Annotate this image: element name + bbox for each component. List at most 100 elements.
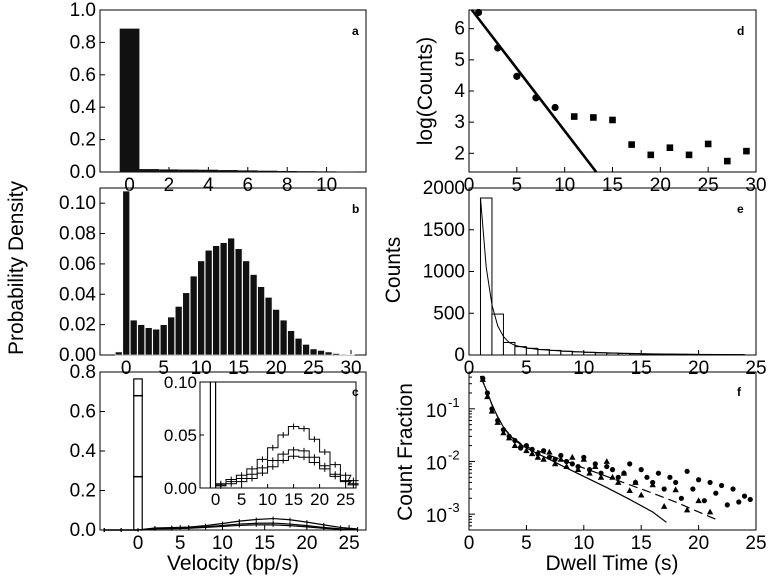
panel-b-bar [332, 353, 340, 356]
panel-b-x-tick-label: 25 [303, 358, 324, 379]
panel-a-y-tick-label: 0.8 [70, 32, 96, 53]
panel-b-y-tick-label: 0.10 [59, 193, 96, 214]
panel-f-circle-point [627, 461, 633, 467]
panel-c-x-tick-label: 25 [339, 533, 360, 554]
panel-e-x-tick-label: 15 [631, 358, 652, 379]
panel-f-circle-point [552, 456, 558, 462]
panel-f-circle-point [569, 461, 575, 467]
panel-f-fit-solid [479, 375, 667, 523]
panel-f-circle-point [541, 448, 547, 454]
panel-b-bar [152, 328, 160, 356]
panel-f-triangle-point [597, 473, 605, 480]
panel-d-x-tick-label: 30 [745, 175, 766, 196]
panel-d-y-tick-label: 5 [454, 50, 465, 71]
panel-a-bar [257, 170, 278, 172]
panel-d-x-tick-label: 10 [554, 175, 575, 196]
panel-f-y-tick-label: 10 [426, 401, 447, 422]
panel-letter-e: e [737, 202, 744, 216]
panel-c-inset-x-tick-label: 20 [310, 490, 329, 509]
panel-f-circle-point [558, 452, 564, 459]
panel-f-triangle-point [528, 450, 536, 457]
panel-c-x-tick-label: 15 [254, 533, 275, 554]
panel-d-square-point [704, 140, 712, 148]
panel-f [468, 371, 757, 531]
panel-f-triangle-point [517, 442, 524, 449]
panel-a-x-tick-label: 10 [316, 175, 337, 196]
panel-f-x-tick-label: 15 [631, 533, 652, 554]
panel-f-triangle-point [632, 479, 639, 485]
panel-b-bar [339, 353, 348, 356]
panel-b-bar [294, 337, 303, 356]
panel-f-triangle-point [484, 393, 491, 400]
panel-d-y-tick-label: 4 [454, 81, 465, 102]
panel-d [468, 9, 757, 173]
panel-d-square-point [743, 147, 750, 155]
panel-c-x-tick-label: 10 [212, 533, 233, 554]
y-label-counts: Counts [382, 237, 405, 304]
panel-f-triangle-point [660, 503, 668, 509]
panel-d-square-point [685, 151, 693, 159]
panel-f-triangle-point [494, 419, 501, 425]
panel-c-inset-x-tick-label: 5 [237, 490, 246, 509]
panel-b-bar [122, 190, 130, 356]
panel-b-bar [309, 348, 318, 356]
panel-f-circle-point [667, 474, 673, 480]
panel-b-bar [264, 297, 273, 356]
panel-b-bar [212, 245, 220, 356]
panel-f-frame [468, 371, 757, 531]
panel-f-x-tick-label: 25 [745, 533, 766, 554]
panel-e-y-tick-label: 0 [454, 345, 465, 366]
panel-b-x-tick-label: 5 [158, 358, 169, 379]
panel-f-circle-point [684, 468, 690, 474]
panel-f-triangle-point [706, 508, 714, 515]
panel-e-x-tick-label: 0 [464, 358, 475, 379]
panel-f-circle-point [512, 437, 518, 444]
panel-c-series-3 [104, 524, 358, 531]
panel-d-circle-point [532, 94, 540, 102]
panel-a-bar [159, 169, 179, 172]
y-label-log-counts: log(Counts) [414, 37, 437, 146]
panel-f-triangle-point [620, 469, 628, 476]
panel-f-triangle-point [649, 481, 656, 488]
panel-b-bar [287, 330, 295, 356]
panel-c-inset-y-tick-label: 0.00 [164, 479, 197, 498]
panel-e-x-tick-label: 20 [688, 358, 709, 379]
panel-b-bar [167, 316, 175, 356]
panel-c-y-tick-label: 0.8 [70, 362, 96, 383]
panel-a-bar [277, 171, 298, 172]
panel-f-circle-point [598, 470, 604, 476]
panel-f-triangle-point [563, 463, 570, 469]
panel-b-bar [129, 319, 138, 356]
panel-a [99, 9, 367, 173]
panel-f-y-tick-label: 10 [426, 453, 447, 474]
panel-f-triangle-point [511, 442, 519, 449]
panel-f-triangle-point [546, 448, 553, 455]
x-label-velocity: Velocity (bp/s) [167, 552, 299, 575]
panel-f-x-tick-label: 20 [688, 533, 709, 554]
panel-f-triangle-point [540, 455, 547, 462]
panel-e-fit-curve [479, 197, 745, 356]
panel-b-y-tick-label: 0.02 [59, 315, 96, 336]
panel-f-triangle-point [569, 453, 576, 460]
panel-b-x-tick-label: 20 [266, 358, 287, 379]
panel-a-bar [218, 170, 238, 172]
panel-f-circle-point [523, 443, 530, 449]
x-label-dwell-time: Dwell Time (s) [545, 552, 678, 575]
panel-f-circle-point [747, 496, 753, 503]
panel-b-x-tick-label: 30 [340, 358, 361, 379]
panel-f-y-tick-exponent: -1 [448, 395, 460, 410]
panel-a-y-tick-label: 0.2 [70, 130, 96, 151]
panel-f-circle-point [655, 470, 662, 476]
panel-d-frame [468, 9, 757, 173]
shared-y-label: Probability Density [5, 181, 28, 355]
panel-f-triangle-point [534, 453, 542, 460]
panel-e-y-tick-label: 500 [433, 303, 465, 324]
panel-a-bar [297, 171, 317, 172]
y-label-count-fraction: Count Fraction [394, 383, 417, 521]
panel-c-inset-y-tick-label: 0.10 [164, 373, 197, 392]
panel-f-triangle-point [500, 429, 507, 436]
panel-f-triangle-point [603, 458, 610, 464]
panel-a-bar [178, 169, 199, 172]
panel-b-bar [324, 351, 333, 356]
